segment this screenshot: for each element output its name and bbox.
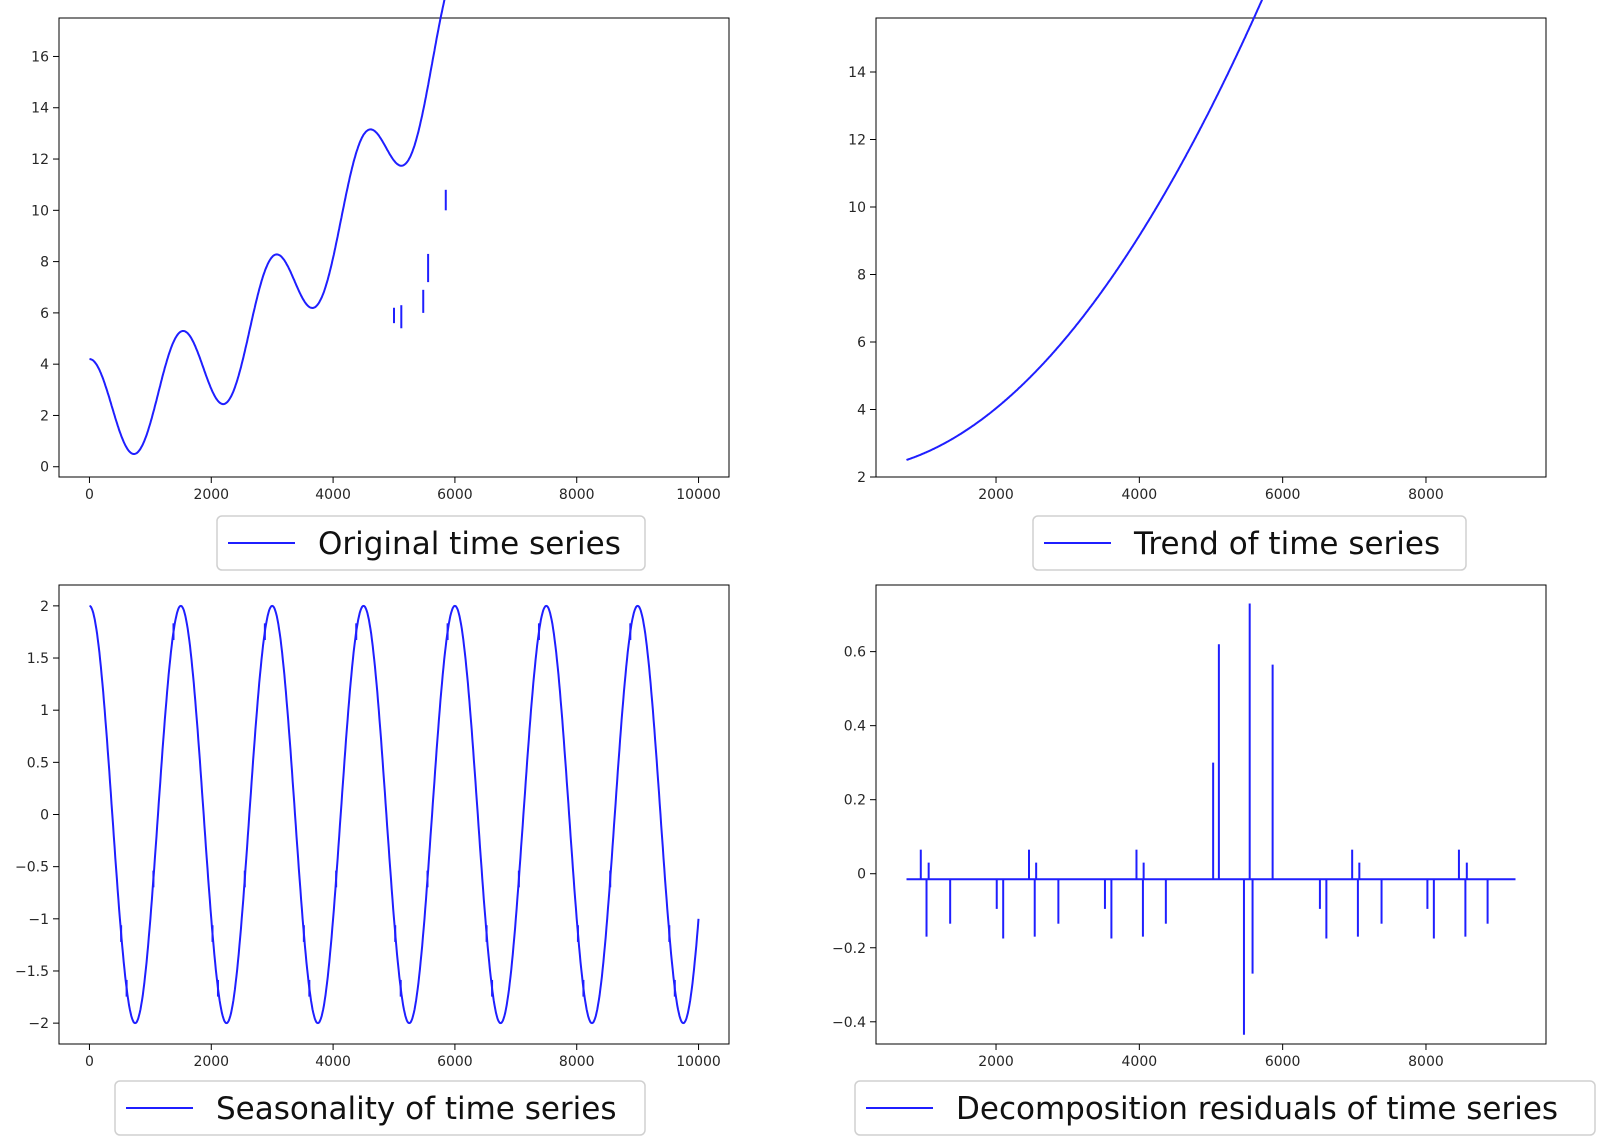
trend-line [906,0,1264,461]
x-tick-label: 0 [85,1054,94,1070]
x-axis-ticks: 2000 4000 6000 8000 [978,477,1444,503]
y-tick-label: 0 [40,460,49,476]
y-tick-label: 14 [31,101,49,117]
x-axis-ticks: 0 2000 4000 6000 8000 10000 [85,477,721,503]
y-tick-label: 6 [40,306,49,322]
legend: Decomposition residuals of time series [854,1080,1596,1136]
x-tick-label: 4000 [1122,487,1158,503]
x-tick-label: 2000 [978,1054,1014,1070]
x-tick-label: 8000 [559,1054,595,1070]
legend-label: Decomposition residuals of time series [956,1091,1558,1127]
legend-label: Seasonality of time series [216,1091,617,1127]
y-tick-label: 4 [40,357,49,373]
x-tick-label: 6000 [1265,487,1301,503]
y-tick-label: 8 [857,268,866,284]
y-tick-label: −0.4 [832,1015,866,1031]
y-tick-label: −0.2 [832,941,866,957]
x-tick-label: 8000 [559,487,595,503]
y-tick-label: 12 [31,152,49,168]
x-tick-label: 6000 [437,1054,473,1070]
y-tick-label: 0.6 [844,645,866,661]
y-tick-label: 6 [857,335,866,351]
y-tick-label: 4 [857,403,866,419]
x-tick-label: 6000 [1265,1054,1301,1070]
x-axis-ticks: 2000 4000 6000 8000 [978,1044,1444,1070]
legend-box [1032,515,1467,571]
y-tick-label: 2 [857,470,866,486]
y-tick-label: 0.2 [844,793,866,809]
y-tick-label: 1.5 [27,651,49,667]
x-tick-label: 6000 [437,487,473,503]
y-tick-label: 0 [40,808,49,824]
residuals-panel: 2000 4000 6000 8000 0.6 0.4 0.2 0 −0.2 −0.4 Deco… [832,584,1596,1136]
y-tick-label: 1 [40,703,49,719]
y-tick-label: 2 [40,408,49,424]
y-tick-label: 8 [40,255,49,271]
x-tick-label: 2000 [193,1054,229,1070]
x-tick-label: 4000 [315,487,351,503]
y-axis-ticks: 0 2 4 6 8 10 12 14 16 [31,49,59,476]
original-series-line [89,0,446,455]
legend: Seasonality of time series [114,1080,646,1136]
legend-box [114,1080,646,1136]
plot-frame [875,17,1547,478]
seasonality-panel: 0 2000 4000 6000 8000 10000 2 1.5 1 0.5 0 −0.5 −1 −1… [15,584,730,1136]
plot-frame [58,17,730,478]
y-tick-label: −1.5 [15,964,49,980]
y-axis-ticks: 2 1.5 1 0.5 0 −0.5 −1 −1.5 −2 [15,599,59,1032]
original-series-panel: 0 2000 4000 6000 8000 10000 0 2 4 6 8 10 12 14 16 Ori… [31,0,730,571]
y-tick-label: 10 [848,200,866,216]
legend-box [854,1080,1596,1136]
legend-box [216,515,646,571]
x-tick-label: 4000 [1122,1054,1158,1070]
y-tick-label: 16 [31,49,49,65]
y-tick-label: 14 [848,65,866,81]
legend: Trend of time series [1032,515,1467,571]
y-tick-label: 0 [857,867,866,883]
x-tick-label: 10000 [676,487,721,503]
y-tick-label: 0.4 [844,719,866,735]
x-tick-label: 4000 [315,1054,351,1070]
x-tick-label: 0 [85,487,94,503]
legend-label: Original time series [318,526,621,562]
y-tick-label: 10 [31,203,49,219]
y-axis-ticks: 2 4 6 8 10 12 14 [848,65,876,486]
y-axis-ticks: 0.6 0.4 0.2 0 −0.2 −0.4 [832,645,876,1031]
x-tick-label: 10000 [676,1054,721,1070]
residual-spikes [919,603,1489,1035]
y-tick-label: 2 [40,599,49,615]
legend: Original time series [216,515,646,571]
x-tick-label: 2000 [978,487,1014,503]
y-tick-label: 12 [848,133,866,149]
seasonality-glitches [120,623,676,997]
plot-frame [875,584,1547,1045]
legend-label: Trend of time series [1133,526,1440,562]
x-tick-label: 8000 [1408,1054,1444,1070]
y-tick-label: 0.5 [27,755,49,771]
y-tick-label: −0.5 [15,860,49,876]
seasonality-line [89,604,700,1025]
x-tick-label: 2000 [193,487,229,503]
trend-panel: 2000 4000 6000 8000 2 4 6 8 10 12 14 Trend of tim… [848,0,1547,571]
y-tick-label: −2 [28,1016,49,1032]
original-series-spikes [393,189,447,329]
x-axis-ticks: 0 2000 4000 6000 8000 10000 [85,1044,721,1070]
y-tick-label: −1 [28,912,49,928]
x-tick-label: 8000 [1408,487,1444,503]
